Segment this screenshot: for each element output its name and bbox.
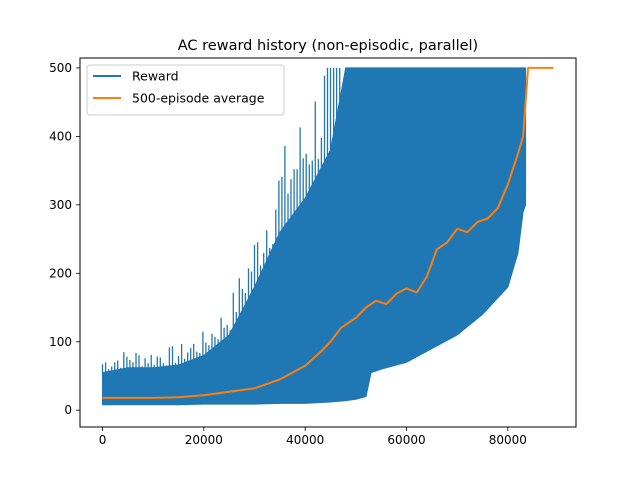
x-tick-label: 60000 [387, 433, 425, 447]
y-tick-label: 500 [49, 61, 72, 75]
y-axis-ticks: 0 100 200 300 400 500 [49, 61, 80, 417]
legend-label-average: 500-episode average [132, 91, 265, 106]
x-tick-label: 80000 [489, 433, 527, 447]
x-tick-label: 40000 [286, 433, 324, 447]
y-tick-label: 400 [49, 129, 72, 143]
y-tick-label: 200 [49, 266, 72, 280]
series-reward-band [102, 67, 527, 406]
x-tick-label: 0 [99, 433, 107, 447]
y-tick-label: 100 [49, 335, 72, 349]
legend: Reward 500-episode average [86, 64, 285, 116]
legend-box [86, 64, 285, 116]
axes-frame [79, 57, 577, 428]
y-tick-label: 300 [49, 198, 72, 212]
x-tick-label: 20000 [185, 433, 223, 447]
series-average-line [102, 66, 554, 399]
legend-label-reward: Reward [132, 69, 179, 84]
series-reward-spikes [101, 67, 341, 373]
series-layer [101, 66, 554, 406]
chart-title: AC reward history (non-episodic, paralle… [178, 38, 478, 54]
plot-area: 0 20000 40000 60000 80000 0 100 200 300 400 500 [49, 57, 577, 447]
y-tick-label: 0 [64, 403, 72, 417]
x-axis-ticks: 0 20000 40000 60000 80000 [99, 427, 527, 447]
